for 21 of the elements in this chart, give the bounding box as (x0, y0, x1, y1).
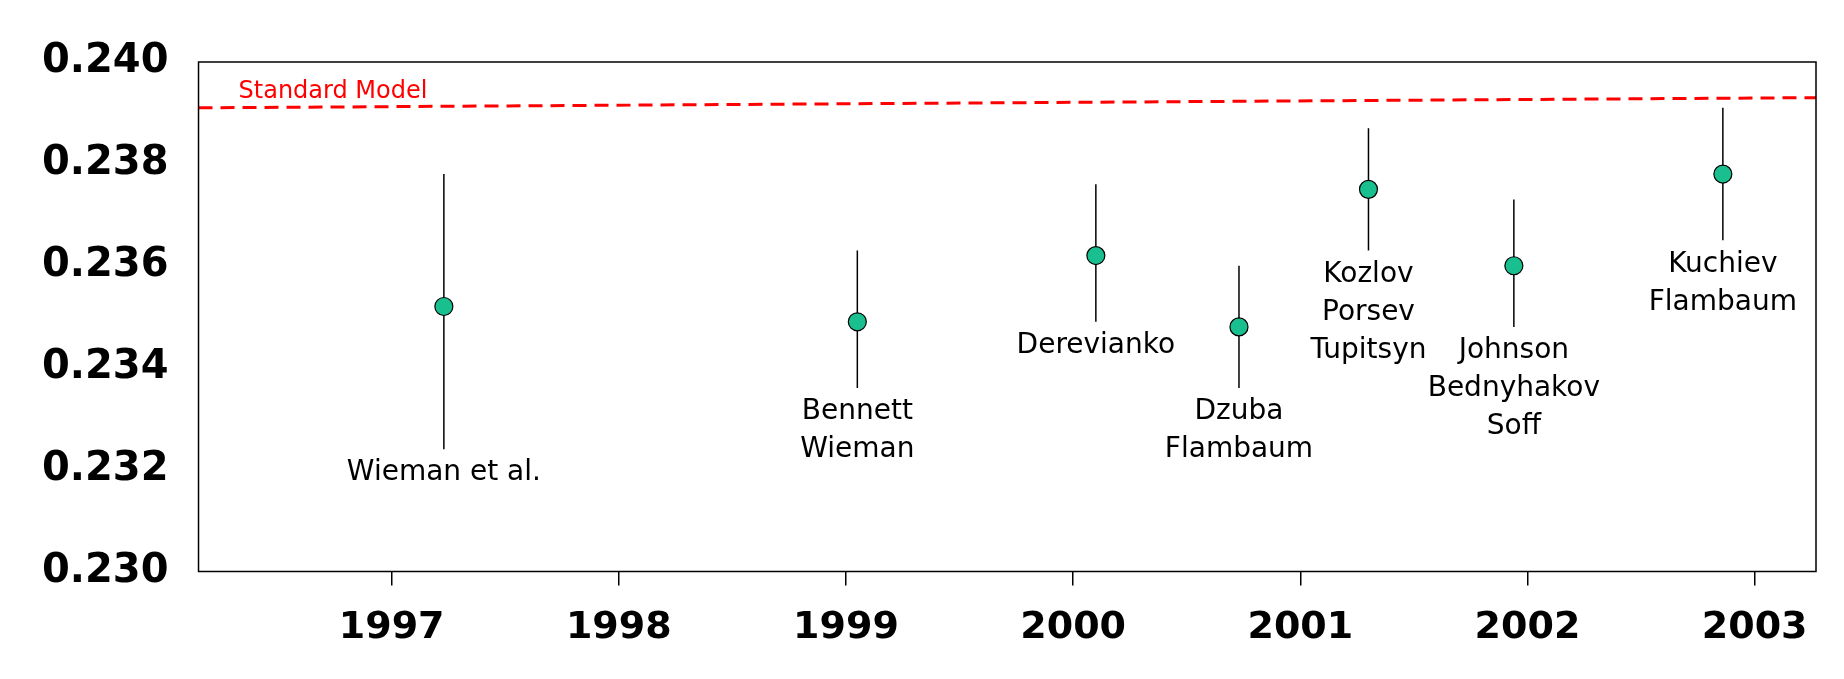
y-tick-label: 0.240 (41, 35, 169, 82)
annotation: Kozlov Porsev Tupitsyn (1309, 255, 1427, 365)
y-tick-label: 0.230 (41, 544, 169, 591)
x-tick-label: 1999 (793, 603, 899, 648)
series-label: Standard Model (238, 76, 428, 105)
x-tick-label: 2000 (1020, 603, 1127, 648)
annotation: Wieman et al. (346, 454, 541, 488)
y-tick-label: 0.234 (41, 341, 169, 388)
x-tick-label: 2003 (1701, 603, 1808, 648)
y-tick-label: 0.236 (41, 239, 169, 286)
x-tick-label: 1997 (338, 603, 445, 648)
annotation: Johnson Bednyhakov Soff (1427, 332, 1601, 442)
x-tick-label: 2002 (1474, 603, 1581, 648)
annotation: Bennett Wieman (800, 393, 915, 465)
annotation: Dzuba Flambaum (1164, 393, 1314, 465)
y-tick-label: 0.238 (41, 137, 169, 184)
x-tick-label: 1998 (565, 603, 672, 648)
annotation: Derevianko (1016, 327, 1176, 361)
x-tick-label: 2001 (1247, 603, 1354, 648)
y-tick-label: 0.232 (41, 442, 169, 489)
annotation: Kuchiev Flambaum (1648, 245, 1797, 317)
